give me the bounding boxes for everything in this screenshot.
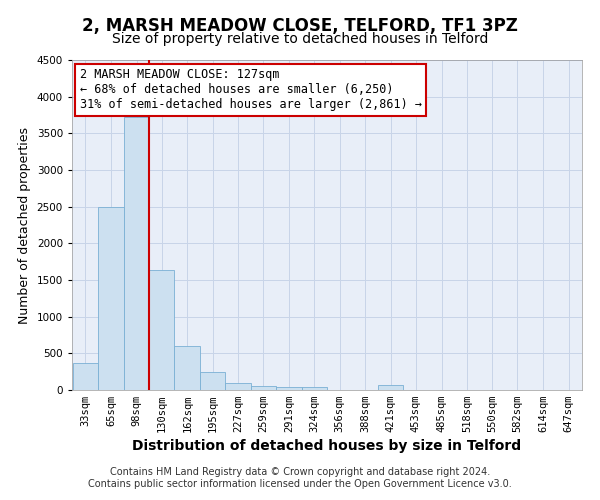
- Y-axis label: Number of detached properties: Number of detached properties: [18, 126, 31, 324]
- Text: Contains HM Land Registry data © Crown copyright and database right 2024.
Contai: Contains HM Land Registry data © Crown c…: [88, 468, 512, 489]
- Bar: [226, 382, 251, 390]
- Text: 2, MARSH MEADOW CLOSE, TELFORD, TF1 3PZ: 2, MARSH MEADOW CLOSE, TELFORD, TF1 3PZ: [82, 18, 518, 36]
- Bar: [276, 386, 302, 390]
- Bar: [98, 206, 124, 390]
- Bar: [251, 386, 276, 390]
- Bar: [149, 270, 175, 390]
- Bar: [200, 372, 226, 390]
- Text: Size of property relative to detached houses in Telford: Size of property relative to detached ho…: [112, 32, 488, 46]
- Bar: [124, 117, 149, 390]
- X-axis label: Distribution of detached houses by size in Telford: Distribution of detached houses by size …: [133, 440, 521, 454]
- Bar: [302, 387, 327, 390]
- Text: 2 MARSH MEADOW CLOSE: 127sqm
← 68% of detached houses are smaller (6,250)
31% of: 2 MARSH MEADOW CLOSE: 127sqm ← 68% of de…: [80, 68, 422, 112]
- Bar: [378, 385, 403, 390]
- Bar: [73, 362, 98, 390]
- Bar: [175, 346, 200, 390]
